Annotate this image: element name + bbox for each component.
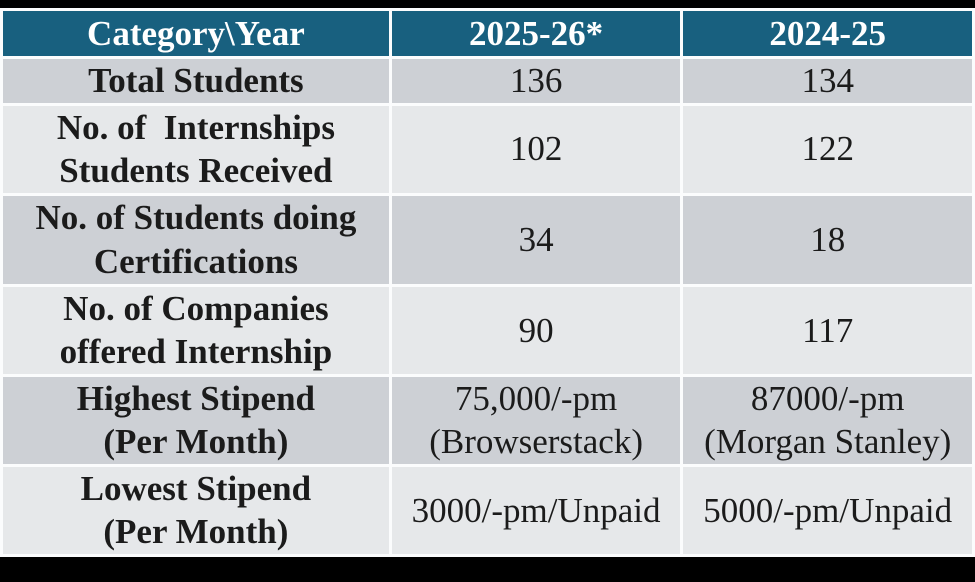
table-row-students-certifications: No. of Students doing Certifications 34 … — [0, 192, 975, 287]
value-cell-2025-26: 34 — [388, 192, 684, 287]
value-cell-2024-25: 117 — [680, 283, 975, 377]
value-cell-2024-25: 134 — [680, 56, 975, 106]
table-row-companies-offered: No. of Companies offered Internship 90 1… — [0, 283, 975, 377]
header-cell-year-2025-26: 2025-26* — [388, 8, 684, 59]
value-cell-2025-26: 90 — [388, 283, 684, 377]
value-cell-2024-25: 122 — [680, 102, 975, 196]
value-cell-2025-26: 136 — [388, 56, 684, 106]
header-row: Category\Year 2025-26* 2024-25 — [0, 8, 975, 59]
internship-statistics-table-wrap: Category\Year 2025-26* 2024-25 Total Stu… — [0, 8, 975, 558]
value-cell-2025-26: 3000/-pm/Unpaid — [388, 463, 684, 558]
category-cell: No. of Internships Students Received — [0, 102, 392, 196]
category-cell: Highest Stipend (Per Month) — [0, 373, 392, 467]
header-cell-category: Category\Year — [0, 8, 392, 59]
value-cell-2024-25: 18 — [680, 192, 975, 287]
value-cell-2025-26: 75,000/-pm (Browserstack) — [388, 373, 684, 467]
internship-statistics-table: Category\Year 2025-26* 2024-25 Total Stu… — [0, 8, 975, 558]
table-row-highest-stipend: Highest Stipend (Per Month) 75,000/-pm (… — [0, 373, 975, 467]
category-cell: No. of Companies offered Internship — [0, 283, 392, 377]
value-cell-2024-25: 5000/-pm/Unpaid — [680, 463, 975, 558]
header-cell-year-2024-25: 2024-25 — [680, 8, 975, 59]
table-row-total-students: Total Students 136 134 — [0, 56, 975, 106]
category-cell: Total Students — [0, 56, 392, 106]
value-cell-2025-26: 102 — [388, 102, 684, 196]
table-row-lowest-stipend: Lowest Stipend (Per Month) 3000/-pm/Unpa… — [0, 463, 975, 558]
category-cell: No. of Students doing Certifications — [0, 192, 392, 287]
value-cell-2024-25: 87000/-pm (Morgan Stanley) — [680, 373, 975, 467]
category-cell: Lowest Stipend (Per Month) — [0, 463, 392, 558]
table-row-internships-received: No. of Internships Students Received 102… — [0, 102, 975, 196]
